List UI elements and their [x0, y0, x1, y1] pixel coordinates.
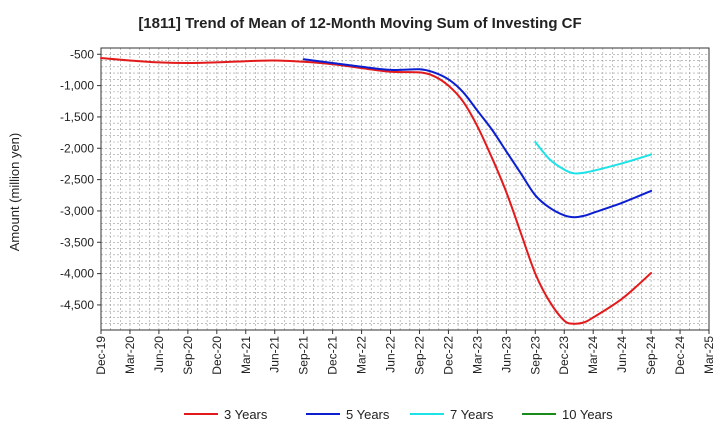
x-tick-label: Mar-22: [355, 336, 369, 374]
x-tick-label: Dec-21: [326, 336, 340, 375]
x-tick-label: Dec-24: [673, 336, 687, 375]
x-tick-label: Jun-21: [268, 336, 282, 373]
plot-area: [100, 47, 710, 331]
x-tick-label: Mar-20: [123, 336, 137, 374]
legend-label-5-years: 5 Years: [346, 407, 390, 422]
x-tick-label: Dec-22: [441, 336, 455, 375]
x-tick-label: Dec-20: [210, 336, 224, 375]
x-tick-label: Sep-21: [297, 336, 311, 375]
chart-title: [1811] Trend of Mean of 12-Month Moving …: [138, 15, 581, 32]
y-tick-label: -3,500: [60, 235, 94, 249]
y-tick-label: -3,000: [60, 204, 94, 218]
x-tick-label: Sep-20: [181, 336, 195, 375]
x-tick-label: Dec-23: [557, 336, 571, 375]
y-tick-label: -2,000: [60, 141, 94, 155]
x-tick-label: Mar-21: [239, 336, 253, 374]
x-tick-label: Mar-23: [470, 336, 484, 374]
series-line-7-years: [534, 141, 653, 175]
x-axis-ticks: Dec-19 Mar-20 Jun-20 Sep-20 Dec-20 Mar-21 Jun-…: [94, 330, 716, 375]
legend: 3 Years 5 Years 7 Years 10 Years: [184, 407, 613, 422]
legend-label-7-years: 7 Years: [450, 407, 494, 422]
legend-label-10-years: 10 Years: [562, 407, 613, 422]
y-tick-label: -2,500: [60, 173, 94, 187]
series-line-3-years: [100, 57, 653, 325]
x-tick-label: Sep-24: [644, 336, 658, 375]
series-line-5-years: [302, 58, 653, 219]
grid: [101, 48, 709, 330]
y-axis-ticks: -500 -1,000 -1,500 -2,000 -2,500 -3,000 -3,500…: [60, 47, 101, 312]
x-tick-label: Jun-20: [152, 336, 166, 373]
y-tick-label: -4,500: [60, 298, 94, 312]
y-tick-label: -1,000: [60, 79, 94, 93]
y-axis-label: Amount (million yen): [7, 133, 22, 252]
legend-label-3-years: 3 Years: [224, 407, 268, 422]
x-tick-label: Sep-23: [528, 336, 542, 375]
x-tick-label: Jun-22: [384, 336, 398, 373]
x-tick-label: Dec-19: [94, 336, 108, 375]
x-tick-label: Sep-22: [412, 336, 426, 375]
series-lines: [100, 57, 653, 325]
y-tick-label: -500: [70, 47, 94, 61]
x-tick-label: Mar-24: [586, 336, 600, 374]
y-tick-label: -1,500: [60, 110, 94, 124]
x-tick-label: Jun-23: [499, 336, 513, 373]
y-tick-label: -4,000: [60, 267, 94, 281]
x-tick-label: Jun-24: [615, 336, 629, 373]
x-tick-label: Mar-25: [702, 336, 716, 374]
